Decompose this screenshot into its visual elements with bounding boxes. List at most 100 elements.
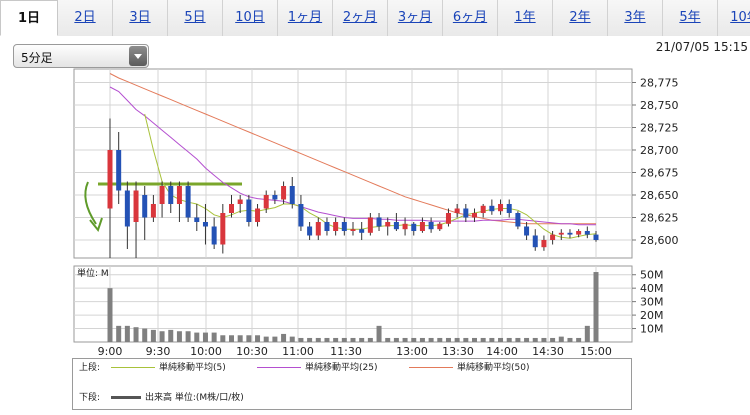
- x-tick-label: 10:30: [236, 345, 268, 358]
- tab-2[interactable]: 3日: [113, 0, 168, 36]
- volume-bar: [333, 337, 339, 342]
- volume-bar: [393, 337, 399, 342]
- volume-bar: [272, 336, 278, 342]
- period-tabs: 1日2日3日5日10日1ヶ月2ヶ月3ヶ月6ヶ月1年2年3年5年10年: [0, 0, 750, 36]
- legend-box: 上段: 単純移動平均(5) 単純移動平均(25) 単純移動平均(50) 下段: …: [72, 358, 632, 410]
- volume-bar: [515, 337, 521, 342]
- candle-body: [289, 186, 295, 204]
- volume-bar: [584, 325, 590, 342]
- legend-ma50-label: 単純移動平均(50): [457, 363, 530, 373]
- volume-bar: [489, 337, 495, 342]
- tab-0[interactable]: 1日: [0, 0, 58, 36]
- y-tick-label: 28,725: [640, 122, 679, 135]
- volume-bar: [445, 337, 451, 342]
- candle-body: [220, 213, 226, 245]
- candle-body: [376, 217, 382, 227]
- volume-bar: [220, 335, 226, 342]
- candle-body: [333, 222, 339, 231]
- curved-arrow-icon: [84, 181, 97, 225]
- volume-bar: [246, 335, 252, 342]
- volume-bar: [194, 332, 200, 342]
- y-tick-label: 28,600: [640, 234, 679, 247]
- candle-body: [576, 231, 582, 235]
- volume-bar: [472, 337, 477, 342]
- datetime-label: 21/07/05 15:15: [655, 40, 748, 54]
- volume-bar: [350, 337, 356, 342]
- volume-bar: [402, 337, 408, 342]
- legend-volume-label: 出来高 単位:(M株/口/枚): [145, 393, 244, 403]
- volume-tick-label: 10M: [640, 323, 664, 336]
- legend-lower-label: 下段:: [79, 393, 101, 403]
- candle-body: [385, 222, 391, 227]
- tab-12[interactable]: 5年: [663, 0, 718, 36]
- candle-body: [515, 213, 521, 227]
- tab-11[interactable]: 3年: [608, 0, 663, 36]
- chevron-down-icon[interactable]: [129, 46, 147, 66]
- interval-select-value: 5分足: [21, 51, 53, 65]
- candle-body: [315, 222, 321, 236]
- tab-6[interactable]: 2ヶ月: [333, 0, 388, 36]
- candle-body: [402, 223, 408, 230]
- x-tick-label: 11:30: [330, 345, 362, 358]
- candle-body: [550, 234, 556, 240]
- volume-bar: [480, 337, 486, 342]
- x-tick-label: 14:30: [532, 345, 564, 358]
- volume-bar: [541, 337, 547, 342]
- candle-body: [237, 199, 243, 204]
- tab-10[interactable]: 2年: [553, 0, 608, 36]
- candle-body: [489, 205, 495, 212]
- candle-body: [272, 195, 278, 200]
- tab-7[interactable]: 3ヶ月: [388, 0, 443, 36]
- volume-bar: [307, 337, 313, 342]
- volume-bar: [289, 336, 295, 342]
- candle-body: [324, 222, 330, 231]
- volume-bar: [593, 272, 599, 342]
- legend-volume-swatch: [111, 396, 141, 399]
- candle-body: [367, 217, 373, 233]
- tab-4[interactable]: 10日: [223, 0, 278, 36]
- candle-body: [419, 222, 425, 231]
- volume-bar: [385, 337, 391, 342]
- y-tick-label: 28,675: [640, 167, 679, 180]
- volume-bar: [281, 333, 287, 342]
- legend-ma25-swatch: [257, 367, 301, 368]
- candle-body: [194, 217, 200, 222]
- volume-bar: [107, 288, 113, 342]
- candle-body: [142, 195, 148, 218]
- x-tick-label: 15:00: [580, 345, 612, 358]
- candle-body: [480, 205, 486, 213]
- legend-upper-label: 上段:: [79, 363, 101, 373]
- volume-bar: [142, 328, 148, 342]
- volume-bar: [176, 331, 182, 342]
- volume-bar: [558, 336, 564, 342]
- candle-body: [150, 204, 156, 218]
- volume-bar: [185, 331, 191, 342]
- candle-body: [116, 150, 122, 191]
- volume-bar: [133, 327, 139, 342]
- candle-body: [281, 186, 287, 200]
- tab-8[interactable]: 6ヶ月: [443, 0, 498, 36]
- candle-body: [437, 223, 443, 230]
- candle-body: [133, 190, 139, 222]
- volume-bar: [124, 325, 130, 342]
- volume-tick-label: 40M: [640, 282, 664, 295]
- tab-1[interactable]: 2日: [58, 0, 113, 36]
- tab-3[interactable]: 5日: [168, 0, 223, 36]
- volume-bar: [116, 325, 122, 342]
- candle-body: [263, 195, 269, 209]
- candle-body: [506, 204, 512, 213]
- legend-ma25: 単純移動平均(25): [255, 361, 377, 375]
- candle-body: [185, 186, 191, 218]
- legend-ma5: 単純移動平均(5): [109, 361, 226, 375]
- interval-select[interactable]: 5分足: [13, 44, 149, 68]
- tab-9[interactable]: 1年: [498, 0, 553, 36]
- candle-body: [541, 240, 547, 248]
- candle-body: [463, 208, 469, 218]
- volume-bar: [411, 337, 417, 342]
- candle-body: [524, 226, 530, 236]
- tab-5[interactable]: 1ヶ月: [278, 0, 333, 36]
- candle-body: [107, 150, 113, 209]
- volume-bar: [263, 336, 269, 342]
- tab-13[interactable]: 10年: [718, 0, 750, 36]
- x-tick-label: 13:00: [396, 345, 428, 358]
